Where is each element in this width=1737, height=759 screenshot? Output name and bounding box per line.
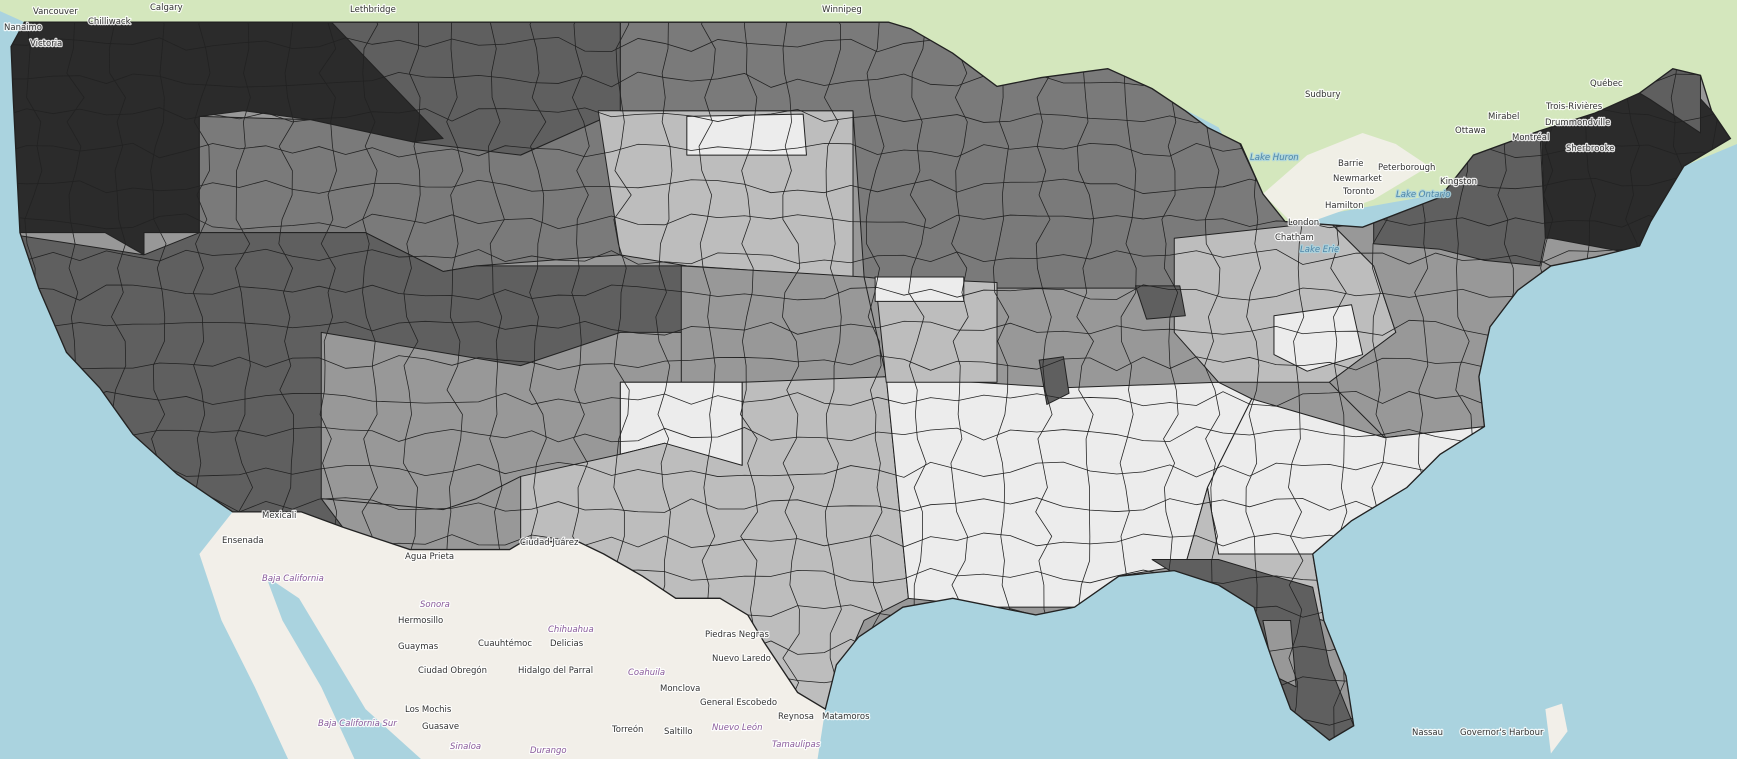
city-label: Peterborough [1378,163,1435,173]
city-label: Montréal [1512,132,1549,143]
mexico-land [199,511,826,759]
region-nd-east[interactable] [686,113,807,156]
district-boundary [782,22,801,741]
water-label: Lake Erie [1300,245,1339,255]
district-boundary [11,248,1729,265]
city-label: Torreón [611,724,643,735]
city-label: Guasave [422,722,459,732]
ontario-peninsula [1262,132,1430,228]
city-label: Piedras Negras [705,630,769,640]
region-iowa-light[interactable] [874,276,965,302]
city-label: Guaymas [398,642,439,652]
city-label: Mirabel [1488,112,1519,122]
city-label: London [1288,218,1319,228]
city-label: Ensenada [222,536,264,546]
district-boundary [11,355,1729,372]
district-boundary [865,22,885,741]
region-label: Baja California [262,574,324,584]
city-label: Reynosa [778,712,814,722]
city-label: Los Mochis [405,705,452,715]
city-label: Victoria [30,39,62,49]
city-label: Newmarket [1333,174,1382,184]
region-kansas-ok[interactable] [680,265,887,383]
city-label: Chatham [1275,233,1314,243]
city-label: Agua Prieta [405,552,454,562]
city-label: Delicias [550,639,584,649]
city-label: Toronto [1342,187,1374,197]
district-boundary [11,390,1729,407]
district-boundary [11,284,1729,301]
city-label: Hermosillo [398,616,443,626]
city-label: Monclova [660,684,700,694]
district-boundary [11,213,1729,230]
city-label: Vancouver [33,7,78,17]
region-label: Nuevo León [712,722,762,733]
city-label: Hamilton [1325,201,1364,211]
city-label: Lethbridge [350,5,396,15]
water-label: Lake Ontario [1396,190,1450,200]
city-label: Trois-Rivières [1545,101,1603,112]
region-illinois-dark[interactable] [1134,285,1186,320]
region-label: Durango [530,746,567,756]
city-label: Nuevo Laredo [712,654,771,664]
city-label: General Escobedo [700,698,777,708]
city-label: Sudbury [1305,90,1341,100]
region-label: Tamaulipas [772,740,821,750]
city-label: Chilliwack [88,17,131,27]
water-label: Lake Huron [1250,153,1299,163]
city-label: Sherbrooke [1566,144,1614,154]
city-label: Cuauhtémoc [478,638,532,649]
city-label: Governor's Harbour [1460,728,1544,738]
city-label: Ciudad Obregón [418,665,487,676]
district-boundary [823,22,842,741]
region-label: Coahuila [628,668,665,678]
city-label: Drummondville [1545,118,1610,128]
city-label: Saltillo [664,727,693,737]
map-labels: Vancouver Nanaimo Victoria Chilliwack Ca… [3,2,1624,757]
city-label: Nassau [1412,728,1443,738]
bahamas [1545,703,1568,754]
region-stlouis-dark[interactable] [1038,356,1070,405]
district-boundary [11,319,1729,336]
city-label: Mexicali [262,511,296,521]
district-boundary [11,426,1729,443]
region-label: Sinaloa [450,742,481,752]
city-label: Québec [1590,78,1623,89]
region-south[interactable] [885,376,1253,608]
city-label: Kingston [1440,177,1477,187]
region-label: Sonora [420,600,450,610]
city-label: Matamoros [822,712,870,722]
city-label: Winnipeg [822,5,862,15]
city-label: Hidalgo del Parral [518,666,593,676]
city-label: Ottawa [1455,126,1486,136]
region-label: Baja California Sur [318,719,397,729]
city-label: Nanaimo [4,23,42,33]
region-label: Chihuahua [548,625,594,635]
city-label: Barrie [1338,159,1363,169]
city-label: Ciudad Juárez [520,538,579,548]
city-label: Calgary [150,3,183,13]
